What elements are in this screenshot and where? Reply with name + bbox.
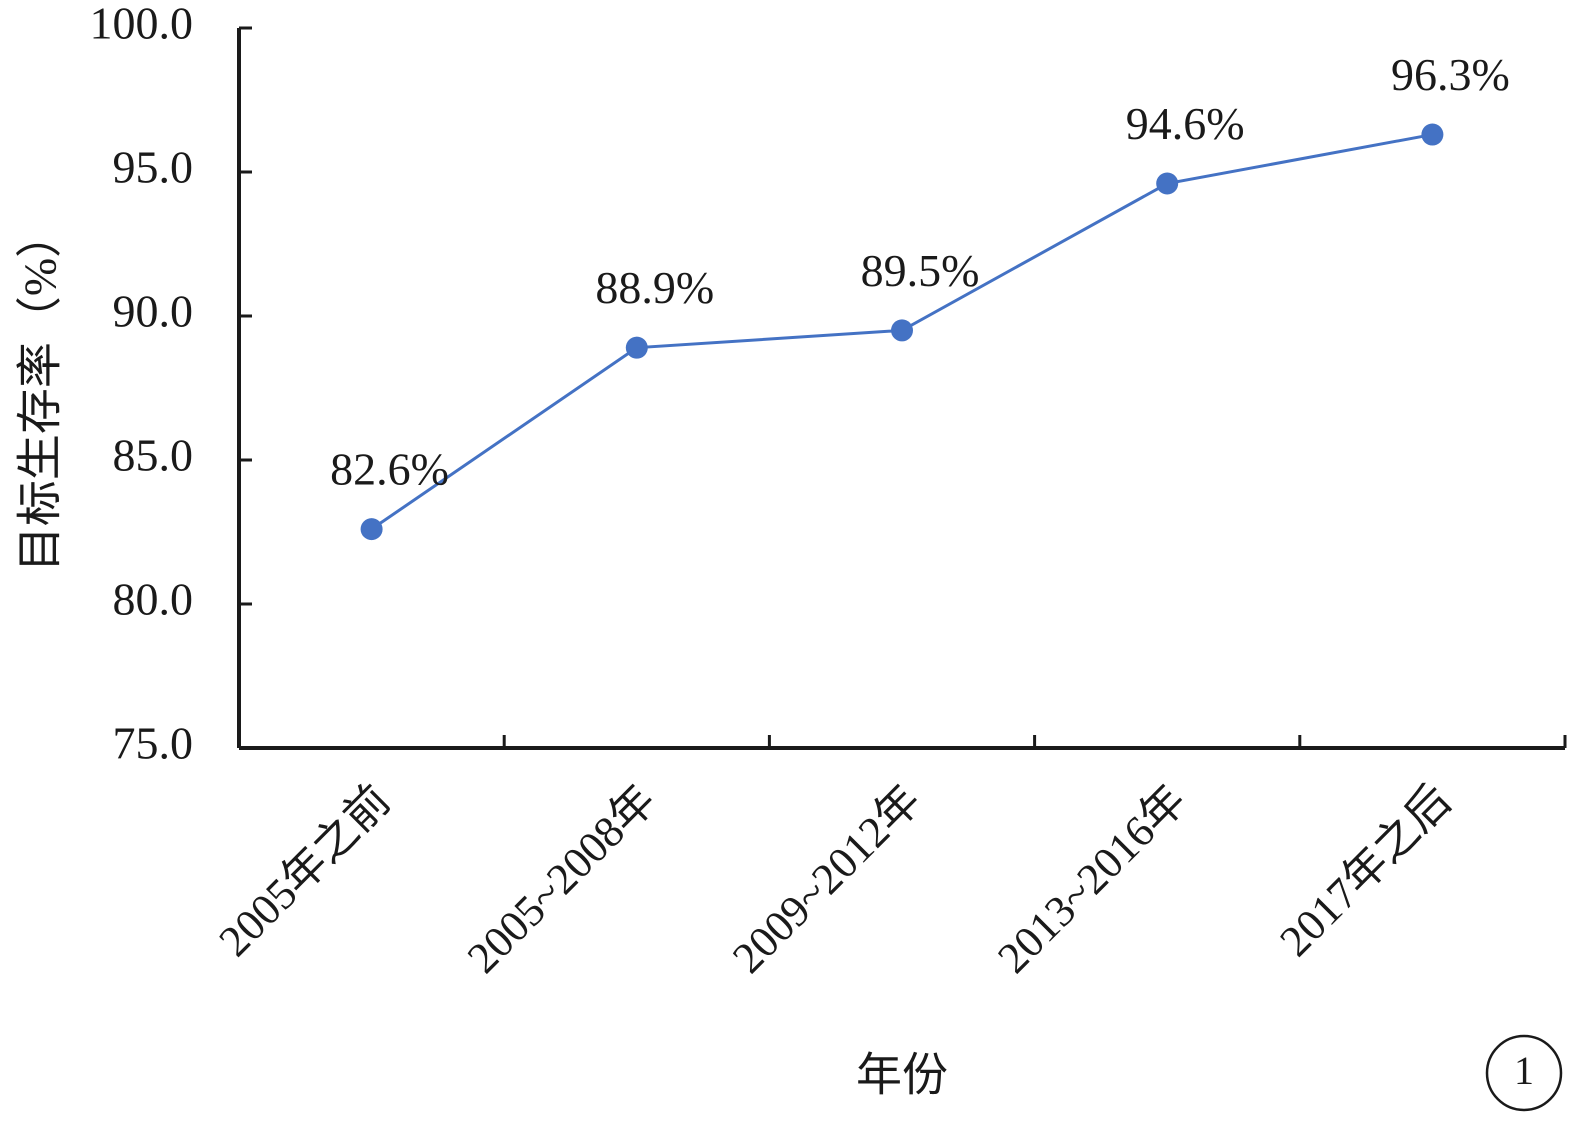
data-point (625, 336, 648, 359)
data-label: 89.5% (861, 245, 980, 296)
data-label: 88.9% (595, 262, 714, 313)
data-point (1421, 123, 1444, 146)
badge-circle (1485, 1034, 1563, 1112)
data-label: 96.3% (1391, 49, 1510, 100)
x-tick-label: 2005~2008年 (458, 776, 665, 983)
y-tick-label: 85.0 (113, 430, 194, 481)
data-labels: 82.6% 88.9% 89.5% 94.6% 96.3% (330, 49, 1510, 495)
data-point (1156, 172, 1179, 195)
data-label: 94.6% (1126, 98, 1245, 149)
x-axis-title: 年份 (856, 1050, 948, 1101)
y-tick-label: 100.0 (90, 0, 194, 49)
badge-label: 1 (1514, 1048, 1534, 1093)
x-axis-ticks (502, 735, 1567, 748)
y-axis-ticks: 75.0 80.0 85.0 90.0 95.0 100.0 (90, 0, 252, 769)
x-tick-label: 2009~2012年 (723, 776, 930, 983)
axes (237, 28, 1565, 750)
y-tick-label: 95.0 (113, 142, 194, 193)
y-tick-label: 80.0 (113, 574, 194, 625)
figure-number-badge: 1 (1485, 1034, 1563, 1112)
x-tick-label: 2017年之后 (1270, 776, 1460, 966)
series-line (360, 123, 1444, 541)
y-tick-label: 75.0 (113, 718, 194, 769)
y-axis-title: 目标生存率（%） (15, 212, 66, 572)
data-point (360, 518, 383, 541)
data-point (891, 319, 913, 342)
y-tick-label: 90.0 (113, 286, 194, 337)
x-tick-labels: 2005年之前 2005~2008年 2009~2012年 2013~2016年 201… (210, 776, 1461, 983)
data-label: 82.6% (330, 444, 449, 495)
x-tick-label: 2005年之前 (210, 776, 400, 966)
x-tick-label: 2013~2016年 (988, 776, 1195, 983)
